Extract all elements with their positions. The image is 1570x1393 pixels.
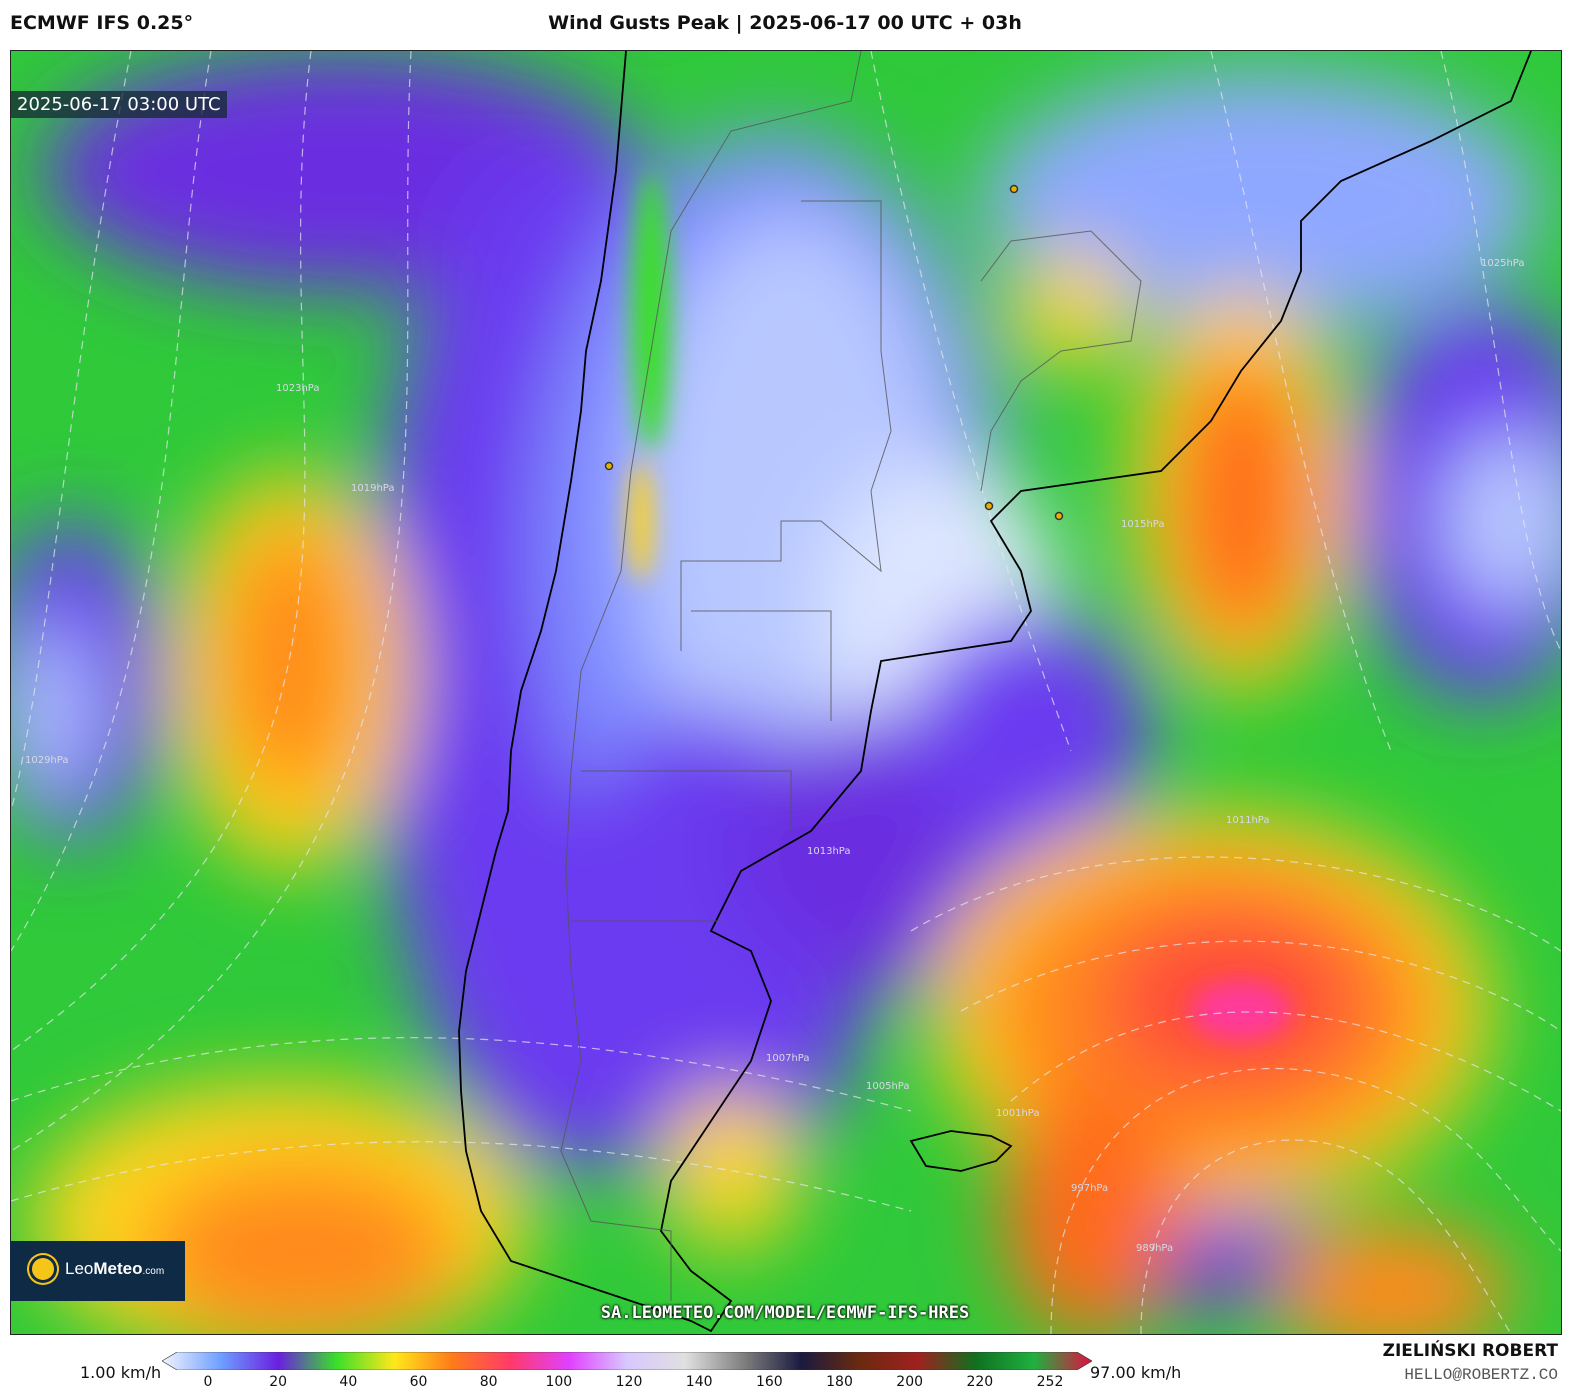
legend-tick-label: 252 (1036, 1374, 1064, 1390)
author-name: ZIELIŃSKI ROBERT (1382, 1341, 1558, 1361)
legend-tick-label: 200 (896, 1374, 924, 1390)
isobars (11, 51, 1561, 1334)
timestamp-badge: 2025-06-17 03:00 UTC (11, 91, 227, 118)
legend-tick-label: 140 (685, 1374, 713, 1390)
isobar-label: 1029hPa (25, 755, 69, 766)
logo-text: LeoMeteo.com (65, 1259, 165, 1278)
isobar-labels: 1029hPa 1025hPa 1023hPa 1019hPa 1015hPa … (25, 258, 1525, 1254)
wind-field-detail (629, 171, 1291, 1041)
legend-max-label: 97.00 km/h (1090, 1363, 1182, 1382)
isobar-label: 1023hPa (276, 383, 320, 394)
author-contact[interactable]: HELLO@ROBERTZ.CO (1404, 1366, 1558, 1384)
isobar-label: 1011hPa (1226, 815, 1270, 826)
legend-tick-label: 0 (203, 1374, 213, 1390)
isobar-label: 997hPa (1071, 1183, 1108, 1194)
isobar-label: 989hPa (1136, 1243, 1173, 1254)
legend-tick-label: 180 (826, 1374, 853, 1390)
chart-title: Wind Gusts Peak | 2025-06-17 00 UTC + 03… (548, 12, 1022, 34)
isobar-label: 1015hPa (1121, 519, 1165, 530)
isobar-label: 1025hPa (1481, 258, 1525, 269)
legend-min-label: 1.00 km/h (80, 1363, 162, 1382)
isobar-label: 1007hPa (766, 1053, 810, 1064)
city-marker (984, 501, 994, 511)
isobar-label: 1005hPa (866, 1081, 910, 1092)
legend-colorbar (162, 1352, 1092, 1370)
coastline (458, 51, 1532, 1333)
map-canvas: 1029hPa 1025hPa 1023hPa 1019hPa 1015hPa … (11, 51, 1561, 1334)
legend-tick-label: 40 (339, 1374, 358, 1390)
legend-tick-label: 100 (545, 1374, 573, 1390)
falkland-islands (909, 1130, 1013, 1172)
sun-icon (32, 1258, 54, 1280)
isobar-label: 1001hPa (996, 1108, 1040, 1119)
legend-tick-label: 220 (966, 1374, 994, 1390)
borders (560, 51, 1142, 1301)
legend-tick-label: 160 (755, 1374, 783, 1390)
legend-tick-label: 20 (269, 1374, 288, 1390)
isobar-label: 1013hPa (807, 846, 851, 857)
isobar-label: 1019hPa (351, 483, 395, 494)
city-marker (1009, 184, 1019, 194)
legend-tick-label: 80 (479, 1374, 498, 1390)
city-marker (1054, 511, 1064, 521)
wind-gust-map[interactable]: 1029hPa 1025hPa 1023hPa 1019hPa 1015hPa … (10, 50, 1562, 1335)
source-url[interactable]: SA.LEOMETEO.COM/MODEL/ECMWF-IFS-HRES (600, 1303, 970, 1323)
legend-tick-label: 60 (409, 1374, 428, 1390)
legend-tick-label: 120 (615, 1374, 643, 1390)
model-name: ECMWF IFS 0.25° (10, 12, 194, 34)
city-marker (604, 461, 614, 471)
leometeo-logo[interactable]: LeoMeteo.com (10, 1241, 185, 1301)
